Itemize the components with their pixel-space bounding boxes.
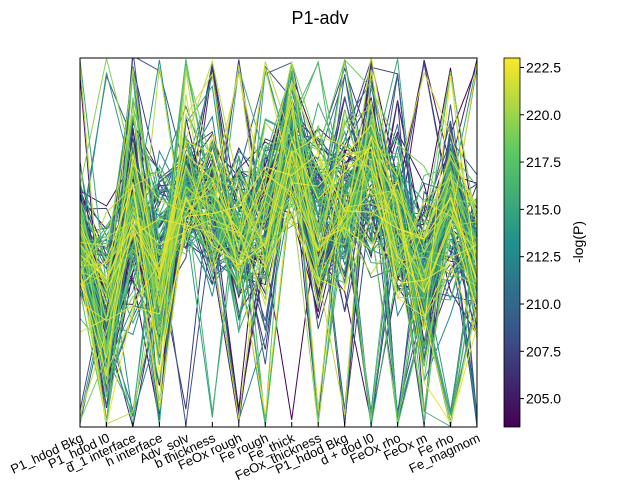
series-line <box>80 134 477 377</box>
colorbar-tick-label: 205.0 <box>526 391 561 407</box>
series-line <box>80 67 477 298</box>
colorbar-tick-label: 215.0 <box>526 201 561 217</box>
plot-frame <box>79 57 478 428</box>
colorbar-tick-label: 222.5 <box>526 59 561 75</box>
chart-title: P1-adv <box>291 8 348 28</box>
colorbar-tick-label: 207.5 <box>526 343 561 359</box>
colorbar-tick-label: 210.0 <box>526 296 561 312</box>
series-line <box>80 135 477 322</box>
series-line <box>80 65 477 426</box>
series-line <box>80 71 477 410</box>
axis-ticks <box>79 422 478 427</box>
series-line <box>80 138 477 425</box>
colorbar <box>503 57 521 428</box>
series-lines <box>80 58 477 427</box>
series-line <box>80 72 477 306</box>
colorbar-tick-label: 212.5 <box>526 249 561 265</box>
colorbar-label: -log(P) <box>570 221 586 263</box>
series-line <box>80 152 477 375</box>
series-line <box>80 61 477 374</box>
colorbar-tick-label: 220.0 <box>526 107 561 123</box>
series-line <box>80 83 477 290</box>
series-line <box>80 63 477 333</box>
colorbar-ticks: 205.0 207.5 210.0 212.5 215.0 217.5 220.0 222.5 <box>520 59 561 407</box>
series-line <box>80 67 477 416</box>
colorbar-tick-label: 217.5 <box>526 154 561 170</box>
series-line <box>80 117 477 335</box>
series-line <box>80 75 477 415</box>
series-line <box>80 140 477 424</box>
